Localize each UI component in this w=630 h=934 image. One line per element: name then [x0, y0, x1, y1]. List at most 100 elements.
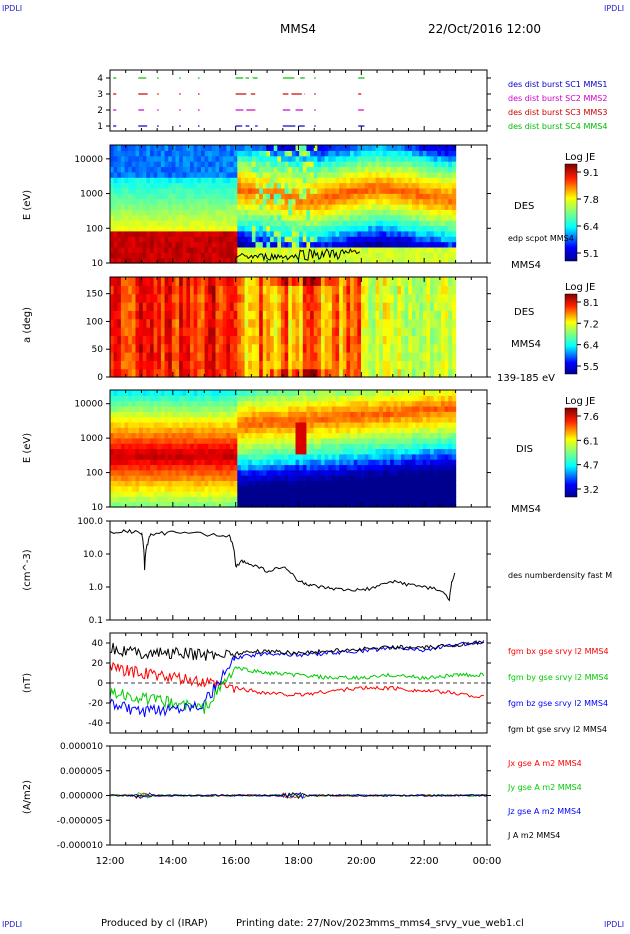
dis-energy-cell: [393, 496, 398, 503]
des-energy-cell: [117, 214, 122, 221]
des-energy-cell: [299, 171, 304, 178]
des-energy-cell: [266, 182, 271, 189]
dis-energy-cell: [346, 416, 351, 423]
des-pitch-cell: [441, 343, 446, 353]
des-pitch-cell: [419, 352, 424, 361]
des-pitch-cell: [317, 302, 322, 311]
des-pitch-cell: [211, 352, 217, 361]
des-pitch-cell: [415, 368, 420, 378]
dis-energy-cell: [230, 491, 235, 497]
dis-energy-cell: [270, 464, 275, 471]
dis-energy-cell: [361, 443, 366, 450]
des-pitch-cell: [393, 277, 398, 286]
dis-energy-cell: [320, 395, 326, 402]
des-energy-cell: [361, 236, 366, 243]
dis-energy-cell: [197, 416, 202, 423]
dis-energy-cell: [368, 432, 373, 439]
des-pitch-cell: [124, 285, 129, 295]
dis-energy-cell: [346, 432, 351, 439]
des-energy-cell: [397, 204, 402, 210]
des-energy-cell: [222, 150, 228, 157]
dis-energy-cell: [175, 501, 180, 508]
dis-energy-cell: [339, 485, 344, 492]
des-energy-cell: [433, 246, 438, 253]
des-energy-cell: [357, 182, 362, 189]
des-energy-cell: [266, 236, 271, 243]
des-pitch-cell: [350, 285, 355, 295]
des-pitch-cell: [408, 352, 413, 361]
des-energy-cell: [273, 209, 278, 216]
des-energy-cell: [324, 155, 329, 162]
dis-energy-cell: [357, 496, 362, 503]
des-pitch-cell: [240, 368, 246, 378]
dis-energy-cell: [230, 421, 235, 428]
des-pitch-cell: [197, 327, 202, 336]
dis-energy-cell: [157, 464, 162, 471]
dis-energy-cell: [171, 459, 177, 466]
des-energy-cell: [411, 161, 417, 168]
des-energy-cell: [335, 187, 340, 194]
dis-energy-cell: [288, 485, 293, 492]
des-energy-cell: [386, 166, 391, 173]
dis-energy-cell: [117, 421, 122, 428]
des-energy-cell: [288, 171, 293, 178]
des-pitch-cell: [277, 335, 282, 345]
des-energy-cell: [437, 155, 442, 162]
des-energy-cell: [444, 193, 449, 200]
des-energy-cell: [139, 204, 144, 210]
des-energy-cell: [204, 225, 209, 232]
des-energy-cell: [128, 155, 133, 162]
dis-energy-cell: [193, 464, 198, 471]
des-pitch-cell: [288, 310, 293, 320]
des-energy-cell: [113, 193, 118, 200]
dis-energy-cell: [124, 437, 129, 444]
dis-energy-cell: [146, 453, 151, 460]
dis-energy-cell: [208, 496, 213, 503]
des-energy-cell: [441, 220, 446, 227]
des-energy-cell: [255, 246, 260, 253]
dis-energy-cell: [273, 390, 278, 396]
des-energy-cell: [419, 214, 424, 221]
des-energy-cell: [346, 145, 351, 151]
des-energy-cell: [430, 204, 435, 210]
des-energy-cell: [110, 204, 115, 210]
dis-energy-cell: [280, 405, 286, 412]
dis-energy-cell: [299, 453, 304, 460]
dis-energy-cell: [142, 496, 147, 503]
des-energy-cell: [182, 161, 187, 168]
dis-energy-cell: [393, 411, 398, 418]
des-energy-cell: [401, 257, 406, 264]
des-energy-cell: [248, 214, 253, 221]
des-pitch-cell: [215, 277, 220, 286]
dis-energy-cell: [284, 395, 289, 402]
dis-energy-cell: [291, 480, 297, 487]
dis-energy-cell: [179, 475, 184, 482]
dis-energy-cell: [313, 469, 318, 476]
dis-energy-cell: [197, 469, 202, 476]
des-energy-cell: [422, 166, 428, 173]
des-energy-cell: [299, 230, 304, 237]
dis-energy-cell: [186, 432, 191, 439]
des-pitch-cell: [353, 343, 358, 353]
dis-energy-cell: [375, 491, 380, 497]
dis-energy-cell: [182, 443, 187, 450]
dis-energy-cell: [350, 390, 355, 396]
des-energy-cell: [342, 187, 348, 194]
des-energy-cell: [397, 166, 402, 173]
dis-energy-cell: [179, 469, 184, 476]
des-energy-cell: [357, 214, 362, 221]
des-energy-cell: [222, 166, 228, 173]
dis-energy-cell: [215, 496, 220, 503]
des-energy-cell: [248, 193, 253, 200]
des-energy-cell: [346, 177, 351, 184]
des-pitch-cell: [164, 318, 169, 328]
dis-energy-cell: [164, 464, 169, 471]
dis-energy-cell: [371, 411, 377, 418]
des-energy-cell: [346, 241, 351, 248]
des-energy-cell: [226, 145, 231, 151]
des-energy-cell: [415, 236, 420, 243]
des-energy-cell: [266, 187, 271, 194]
des-pitch-cell: [190, 318, 195, 328]
des-energy-cell: [357, 230, 362, 237]
dis-energy-cell: [342, 491, 348, 497]
